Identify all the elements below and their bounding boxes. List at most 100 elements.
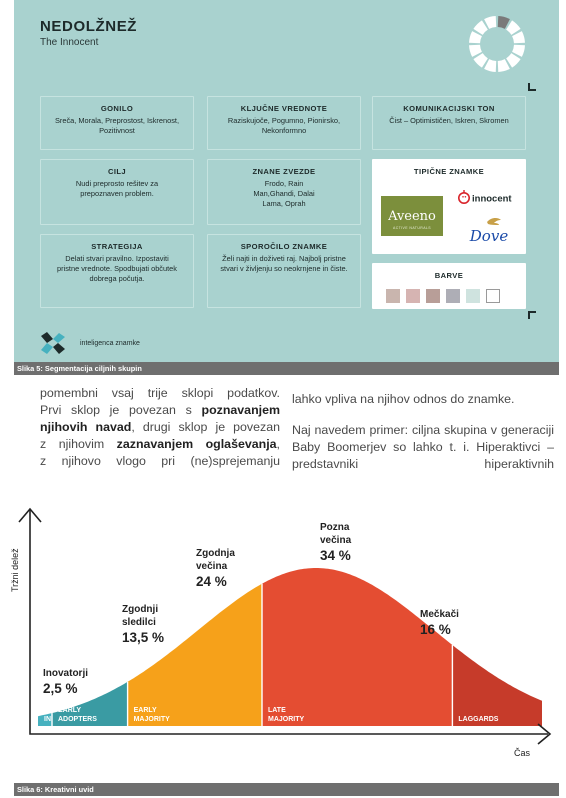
adoption-curve-chart: INNOVATORSEARLYADOPTERSEARLYMAJORITYLATE…	[10, 507, 552, 758]
card-tipicne-znamke: TIPIČNE ZNAMKE Aveeno ACTIVE NATURALS in…	[372, 159, 526, 254]
corner-mark-icon	[528, 83, 536, 91]
wheel-segment	[497, 59, 510, 72]
svg-text:ACTIVE NATURALS: ACTIVE NATURALS	[393, 226, 431, 230]
card-sporocilo-znamke: SPOROČILO ZNAMKE Želi najti in doživeti …	[207, 234, 361, 308]
figure6-caption: Slika 6: Kreativni uvid	[14, 783, 559, 796]
color-swatch	[446, 289, 460, 303]
color-swatch	[486, 289, 500, 303]
card-body: Želi najti in doživeti raj. Najbolj pris…	[220, 254, 348, 273]
card-body: Frodo, Rain Man,Ghandi, Dalai Lama, Opra…	[253, 179, 315, 208]
archetype-title: NEDOLŽNEŽ	[40, 18, 138, 35]
card-body: Nudi preprosto rešitev za prepoznaven pr…	[75, 179, 159, 198]
svg-text:Dove: Dove	[469, 227, 509, 244]
segment-value: 34 %	[320, 548, 351, 563]
card-gonilo: GONILO Sreča, Morala, Preprostost, Iskre…	[40, 96, 194, 150]
archetype-wheel-icon	[469, 16, 525, 72]
band-label: EARLY	[134, 707, 157, 714]
figure5-caption: Slika 5: Segmentacija ciljnih skupin	[14, 362, 559, 375]
corner-mark-icon	[528, 311, 536, 319]
segment-name: večina	[320, 535, 352, 546]
archetype-figure: NEDOLŽNEŽ The Innocent GONILO Sreča, Mor…	[14, 0, 559, 362]
text-line: njihovih navad, drugi sklop je povezan	[40, 420, 280, 434]
curve-segment	[38, 713, 52, 726]
band-label: LAGGARDS	[458, 716, 498, 723]
curve-segment	[127, 583, 262, 726]
archetype-subtitle: The Innocent	[40, 37, 99, 48]
curve-segment	[262, 568, 453, 726]
card-title: KOMUNIKACIJSKI TON	[403, 104, 495, 113]
segment-value: 24 %	[196, 574, 227, 589]
text-line: pomembni vsaj trije sklopi podatkov.	[40, 386, 280, 400]
color-swatch	[406, 289, 420, 303]
card-komunikacijski-ton: KOMUNIKACIJSKI TON Čist – Optimističen, …	[372, 96, 526, 150]
wheel-segment	[469, 44, 482, 57]
segment-name: Inovatorji	[43, 668, 88, 679]
x-axis-arrow-icon	[537, 723, 552, 745]
text-line: Prvi sklop je povezan s poznavanjem	[40, 403, 280, 417]
svg-text:Aveeno: Aveeno	[387, 209, 436, 224]
color-swatch	[426, 289, 440, 303]
segment-name: večina	[196, 561, 228, 572]
card-kljucne-vrednote: KLJUČNE VREDNOTE Raziskujoče, Pogumno, P…	[207, 96, 361, 150]
card-title: CILJ	[107, 167, 127, 176]
segment-name: Zgodnji	[122, 604, 158, 615]
card-title: STRATEGIJA	[91, 242, 143, 251]
card-title: BARVE	[434, 271, 464, 280]
dove-logo: Dove	[469, 217, 509, 244]
y-axis-arrow-icon	[18, 507, 42, 523]
text-line: z njihovo vlogo pri (ne)sprejemanju	[40, 454, 280, 468]
wheel-segment	[506, 20, 521, 35]
segment-name: Pozna	[320, 522, 350, 533]
band-label: LATE	[268, 707, 286, 714]
segment-name: Zgodnja	[196, 548, 235, 559]
card-body: Sreča, Morala, Preprostost, Iskrenost, P…	[54, 116, 180, 135]
card-title: SPOROČILO ZNAMKE	[240, 242, 328, 251]
color-swatch	[466, 289, 480, 303]
innocent-logo: innocent	[458, 190, 512, 205]
segment-name: sledilci	[122, 617, 156, 628]
color-swatch	[386, 289, 400, 303]
curve-segment	[52, 681, 128, 726]
card-barve: BARVE	[372, 263, 526, 309]
text-column-right: lahko vpliva na njihov odnos do znamke. …	[292, 391, 554, 487]
brand-intelligence-logo-icon	[41, 332, 65, 354]
card-body: Delati stvari pravilno. Izpostaviti pris…	[57, 254, 177, 283]
card-title: ZNANE ZVEZDE	[252, 167, 316, 176]
text-column-left: pomembni vsaj trije sklopi podatkov. Prv…	[40, 385, 280, 470]
band-label: MAJORITY	[134, 716, 171, 723]
card-title: KLJUČNE VREDNOTE	[240, 104, 328, 113]
wheel-segment	[469, 31, 482, 44]
wheel-segment	[512, 31, 525, 44]
band-label: MAJORITY	[268, 716, 305, 723]
segment-value: 13,5 %	[122, 630, 164, 645]
band-label: EARLY	[58, 707, 81, 714]
card-title: TIPIČNE ZNAMKE	[413, 167, 485, 176]
segment-name: Mečkači	[420, 609, 459, 620]
logo-text: inteligenca znamke	[80, 340, 140, 347]
svg-text:innocent: innocent	[472, 194, 512, 205]
paragraph: lahko vpliva na njihov odnos do znamke.	[292, 392, 515, 406]
segment-value: 2,5 %	[43, 681, 78, 696]
card-znane-zvezde: ZNANE ZVEZDE Frodo, Rain Man,Ghandi, Dal…	[207, 159, 361, 225]
wheel-segment	[473, 53, 488, 68]
card-strategija: STRATEGIJA Delati stvari pravilno. Izpos…	[40, 234, 194, 308]
card-body: Raziskujoče, Pogumno, Pionirsko, Nekonfo…	[227, 116, 341, 135]
band-label: ADOPTERS	[58, 716, 97, 723]
aveeno-logo: Aveeno ACTIVE NATURALS	[381, 196, 443, 236]
wheel-segment	[506, 53, 521, 68]
curve-segment	[452, 645, 542, 726]
card-cilj: CILJ Nudi preprosto rešitev za prepoznav…	[40, 159, 194, 225]
axes	[29, 510, 548, 735]
card-body: Čist – Optimističen, Iskren, Skromen	[389, 116, 509, 125]
wheel-segment	[497, 16, 510, 29]
wheel-segment	[484, 16, 497, 29]
wheel-segment	[473, 20, 488, 35]
text-line: z njihovim zaznavanjem oglaševanja,	[40, 437, 280, 451]
wheel-segment	[512, 44, 525, 57]
wheel-segment	[484, 59, 497, 72]
segment-value: 16 %	[420, 622, 451, 637]
card-title: GONILO	[100, 104, 134, 113]
x-axis-label: Čas	[514, 748, 531, 758]
color-swatches	[386, 289, 500, 303]
paragraph: Naj navedem primer: ciljna skupina v gen…	[292, 423, 554, 471]
